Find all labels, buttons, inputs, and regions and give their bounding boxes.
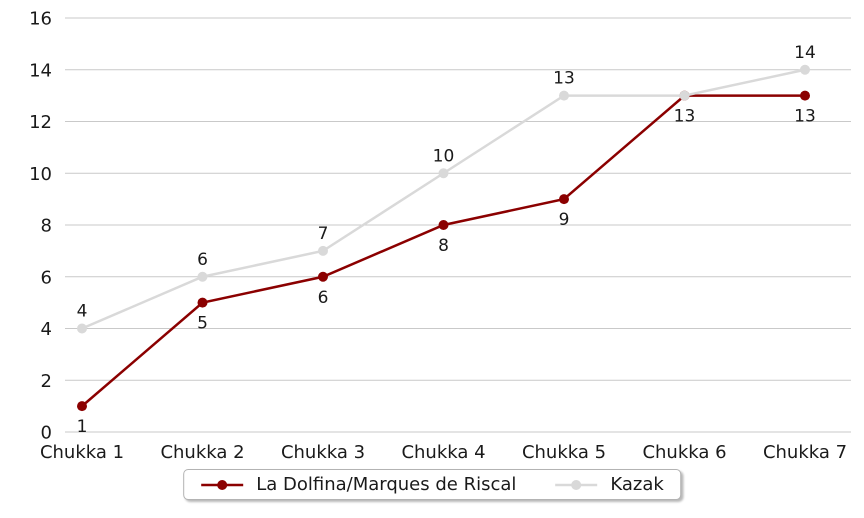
y-tick-label-16: 16 (29, 9, 52, 30)
y-tick-label-6: 6 (41, 267, 52, 288)
data-label-kazak-2: 6 (197, 250, 208, 270)
y-tick-label-0: 0 (41, 423, 52, 444)
data-label-la-dolfina-3: 6 (318, 288, 329, 308)
x-tick-label-4: Chukka 4 (401, 442, 485, 462)
data-label-kazak-1: 4 (77, 302, 88, 322)
data-label-la-dolfina-7: 13 (794, 107, 816, 127)
y-tick-label-2: 2 (41, 371, 52, 392)
x-tick-label-3: Chukka 3 (281, 442, 365, 462)
y-tick-label-8: 8 (41, 216, 52, 237)
data-label-kazak-7: 14 (794, 43, 816, 63)
data-point-kazak-4 (438, 168, 449, 179)
y-tick-label-4: 4 (41, 319, 52, 340)
data-point-kazak-3 (318, 245, 328, 256)
data-label-kazak-5: 13 (553, 69, 575, 89)
y-tick-label-10: 10 (29, 164, 52, 185)
data-point-la-dolfina-1 (77, 401, 87, 412)
data-point-kazak-5 (559, 90, 569, 101)
data-point-kazak-6 (679, 90, 690, 101)
data-label-la-dolfina-4: 8 (438, 236, 449, 256)
legend-item-kazak: Kazak (554, 474, 664, 495)
data-point-la-dolfina-7 (800, 90, 810, 101)
legend-item-la-dolfina: La Dolfina/Marques de Riscal (200, 474, 516, 495)
data-label-la-dolfina-6: 13 (674, 107, 696, 127)
legend-marker-kazak-icon (555, 479, 598, 490)
x-tick-label-5: Chukka 5 (522, 442, 606, 462)
data-point-kazak-7 (800, 64, 810, 75)
data-point-kazak-1 (77, 323, 87, 334)
y-tick-label-12: 12 (29, 112, 52, 133)
legend-label-la-dolfina: La Dolfina/Marques de Riscal (256, 474, 517, 495)
series-line-kazak (81, 68, 806, 330)
x-tick-label-7: Chukka 7 (763, 442, 847, 462)
y-tick-label-14: 14 (29, 60, 52, 81)
x-tick-label-1: Chukka 1 (40, 442, 124, 462)
data-label-kazak-4: 10 (433, 146, 455, 166)
data-point-la-dolfina-3 (318, 271, 328, 282)
chart-legend: La Dolfina/Marques de Riscal Kazak (183, 469, 681, 500)
data-point-la-dolfina-2 (197, 297, 208, 308)
legend-marker-la-dolfina-icon (201, 479, 244, 490)
data-point-la-dolfina-4 (438, 220, 449, 230)
data-point-la-dolfina-5 (559, 194, 569, 205)
x-tick-label-6: Chukka 6 (642, 442, 726, 462)
data-point-kazak-2 (197, 271, 208, 282)
data-label-la-dolfina-2: 5 (197, 314, 208, 334)
x-tick-label-2: Chukka 2 (160, 442, 244, 462)
data-label-la-dolfina-1: 1 (77, 417, 88, 437)
data-label-la-dolfina-5: 9 (559, 210, 570, 230)
data-label-kazak-3: 7 (318, 224, 329, 244)
legend-label-kazak: Kazak (610, 474, 664, 495)
